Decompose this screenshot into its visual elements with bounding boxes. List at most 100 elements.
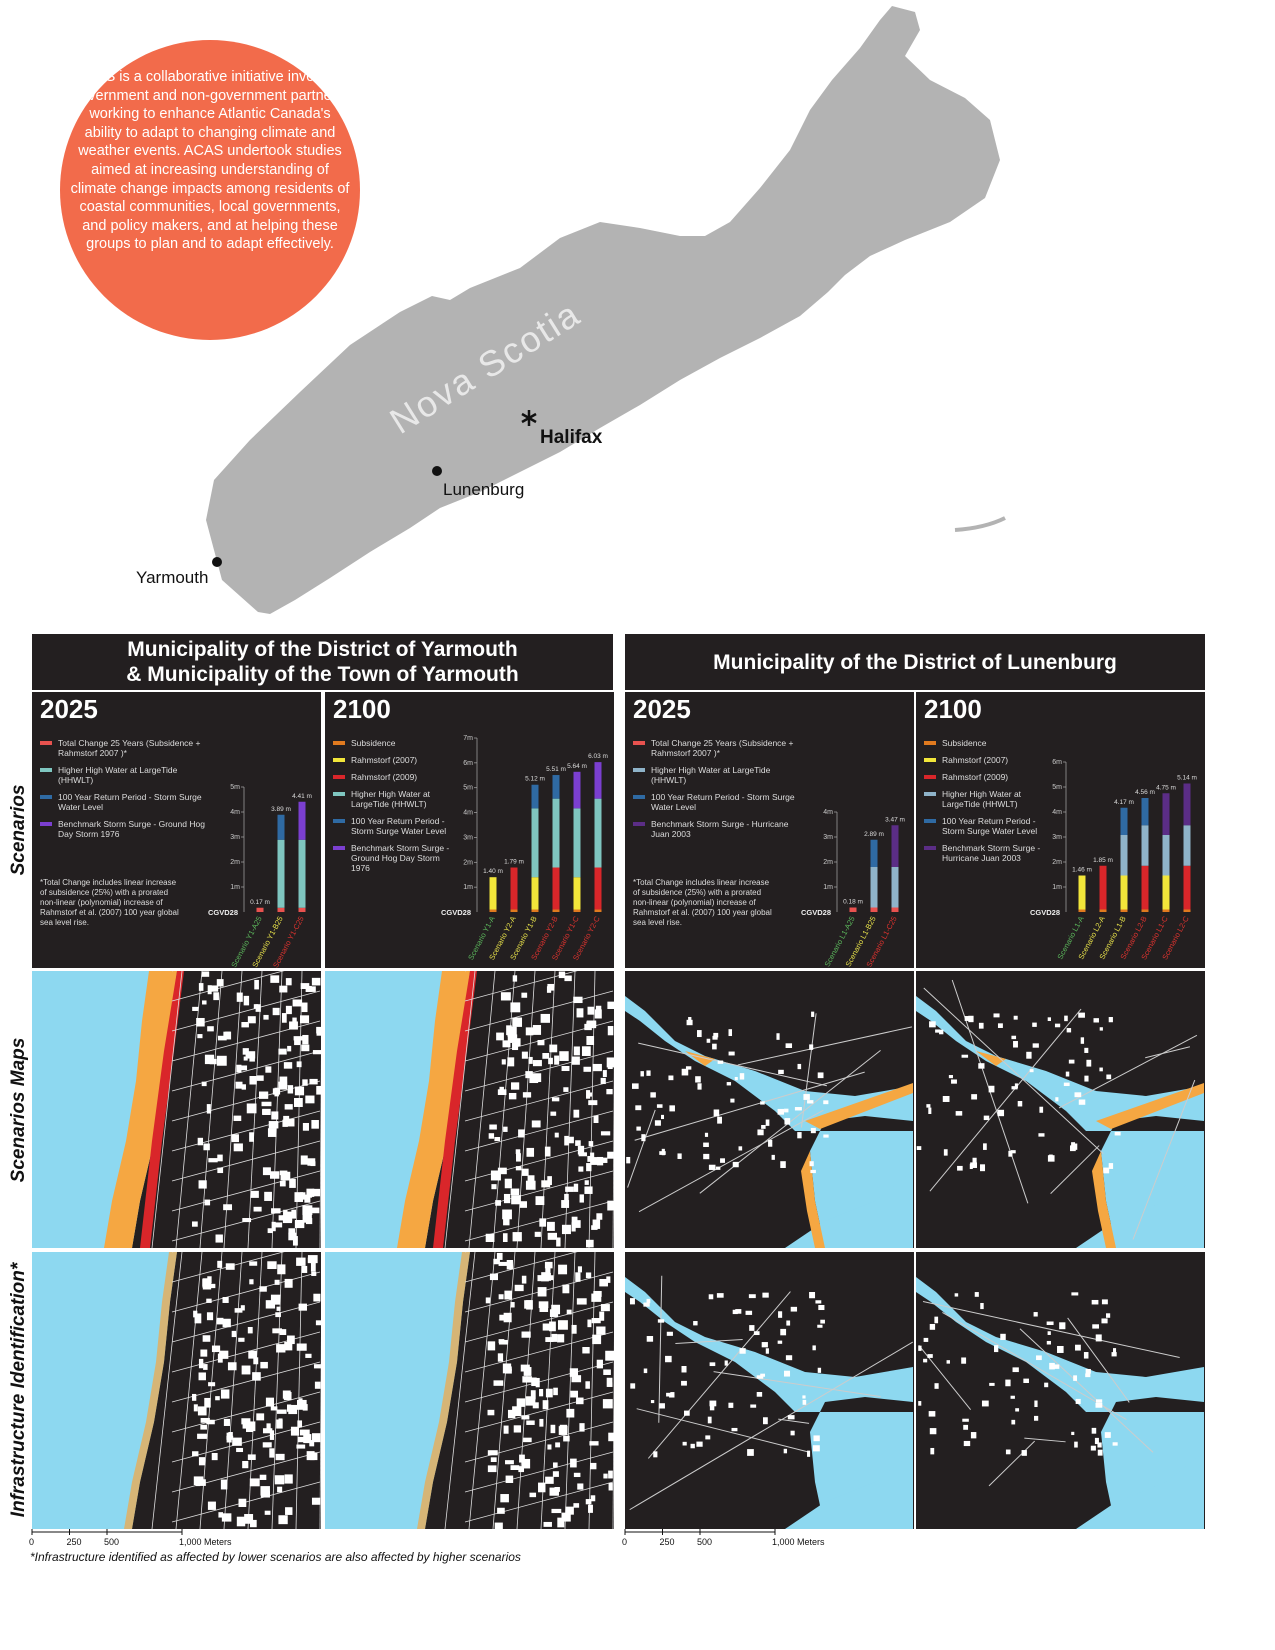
y-tick-label: 3m bbox=[463, 834, 473, 841]
bar-segment bbox=[594, 867, 602, 910]
building bbox=[294, 1192, 304, 1202]
city-dot bbox=[212, 557, 222, 567]
building bbox=[726, 1082, 732, 1086]
building bbox=[695, 1076, 701, 1083]
building bbox=[218, 1512, 223, 1518]
bar-segment bbox=[573, 909, 581, 912]
road bbox=[171, 1301, 321, 1343]
building bbox=[1026, 1051, 1032, 1059]
building bbox=[208, 1283, 216, 1289]
building bbox=[262, 1428, 273, 1434]
building bbox=[309, 1207, 320, 1214]
building bbox=[521, 1458, 531, 1469]
building bbox=[302, 1122, 309, 1131]
building bbox=[563, 1087, 569, 1092]
building bbox=[277, 1486, 283, 1493]
building bbox=[935, 1029, 941, 1033]
building bbox=[978, 1063, 985, 1069]
footnote: *Infrastructure identified as affected b… bbox=[30, 1550, 521, 1564]
building bbox=[504, 1290, 513, 1300]
building bbox=[942, 1095, 950, 1102]
building bbox=[305, 1095, 315, 1104]
building bbox=[810, 1169, 816, 1174]
building bbox=[1108, 1017, 1113, 1023]
flood-zone bbox=[417, 1252, 470, 1529]
building bbox=[236, 1516, 246, 1527]
building bbox=[552, 1462, 558, 1468]
building bbox=[503, 1126, 508, 1132]
building bbox=[216, 979, 224, 987]
bar-segment bbox=[298, 907, 306, 912]
building bbox=[946, 1360, 950, 1364]
building bbox=[646, 1298, 651, 1304]
building bbox=[785, 1355, 793, 1361]
building bbox=[264, 1510, 271, 1515]
building bbox=[242, 1461, 249, 1469]
road bbox=[699, 1049, 881, 1194]
building bbox=[262, 1442, 272, 1448]
building bbox=[301, 1044, 310, 1052]
building bbox=[559, 1051, 569, 1061]
bar-segment bbox=[573, 877, 581, 910]
building bbox=[929, 1428, 937, 1435]
building bbox=[734, 1076, 738, 1081]
building bbox=[668, 1075, 674, 1081]
building bbox=[520, 1364, 530, 1372]
building bbox=[802, 1395, 806, 1399]
building bbox=[284, 1474, 293, 1484]
building bbox=[1075, 1398, 1081, 1404]
building bbox=[293, 1098, 303, 1107]
building bbox=[802, 1399, 807, 1405]
building bbox=[551, 1097, 560, 1102]
building bbox=[522, 1376, 532, 1383]
building bbox=[276, 1419, 283, 1429]
total-label: 1.79 m bbox=[504, 859, 524, 866]
building bbox=[551, 1333, 558, 1342]
building bbox=[586, 1239, 594, 1248]
road bbox=[171, 1170, 321, 1212]
building bbox=[635, 1105, 642, 1111]
building bbox=[526, 1420, 535, 1425]
building bbox=[216, 1317, 224, 1325]
total-label: 4.75 m bbox=[1156, 784, 1176, 791]
building bbox=[607, 1001, 614, 1009]
legend: Subsidence Rahmstorf (2007) Rahmstorf (200… bbox=[333, 738, 451, 880]
legend-label: 100 Year Return Period - Storm Surge Wat… bbox=[58, 792, 202, 812]
bar-segment bbox=[1099, 865, 1107, 910]
building bbox=[240, 1305, 245, 1311]
building bbox=[213, 992, 219, 1001]
legend-label: Higher High Water at LargeTide (HHWLT) bbox=[942, 789, 1022, 809]
road bbox=[1145, 1046, 1191, 1059]
building bbox=[596, 1156, 604, 1166]
building bbox=[1084, 1047, 1089, 1053]
flood-zone bbox=[104, 971, 177, 1248]
building bbox=[193, 1404, 198, 1412]
building bbox=[285, 1507, 293, 1515]
map-panel bbox=[32, 1252, 321, 1529]
building bbox=[496, 1032, 504, 1041]
building bbox=[292, 999, 303, 1007]
y-tick-label: 1m bbox=[230, 884, 240, 891]
building bbox=[1047, 1331, 1051, 1335]
building bbox=[1046, 1321, 1054, 1326]
legend-label: Benchmark Storm Surge - Ground Hog Day S… bbox=[351, 843, 450, 873]
road bbox=[713, 1371, 881, 1398]
building bbox=[666, 1392, 672, 1397]
building bbox=[545, 1388, 553, 1398]
building bbox=[243, 995, 250, 1006]
building bbox=[997, 1023, 1003, 1028]
building bbox=[1071, 1292, 1079, 1296]
building bbox=[820, 1319, 825, 1324]
building bbox=[525, 1027, 534, 1036]
building bbox=[301, 1002, 308, 1013]
city-label: Yarmouth bbox=[136, 568, 208, 587]
building bbox=[511, 1195, 521, 1205]
building bbox=[606, 1276, 611, 1283]
scale-label: 0 bbox=[29, 1537, 34, 1547]
building bbox=[298, 1303, 307, 1311]
legend-swatch bbox=[40, 768, 52, 772]
building bbox=[296, 1444, 306, 1449]
bar-segment bbox=[531, 877, 539, 910]
building bbox=[525, 1180, 536, 1190]
legend-label: Subsidence bbox=[942, 738, 987, 748]
